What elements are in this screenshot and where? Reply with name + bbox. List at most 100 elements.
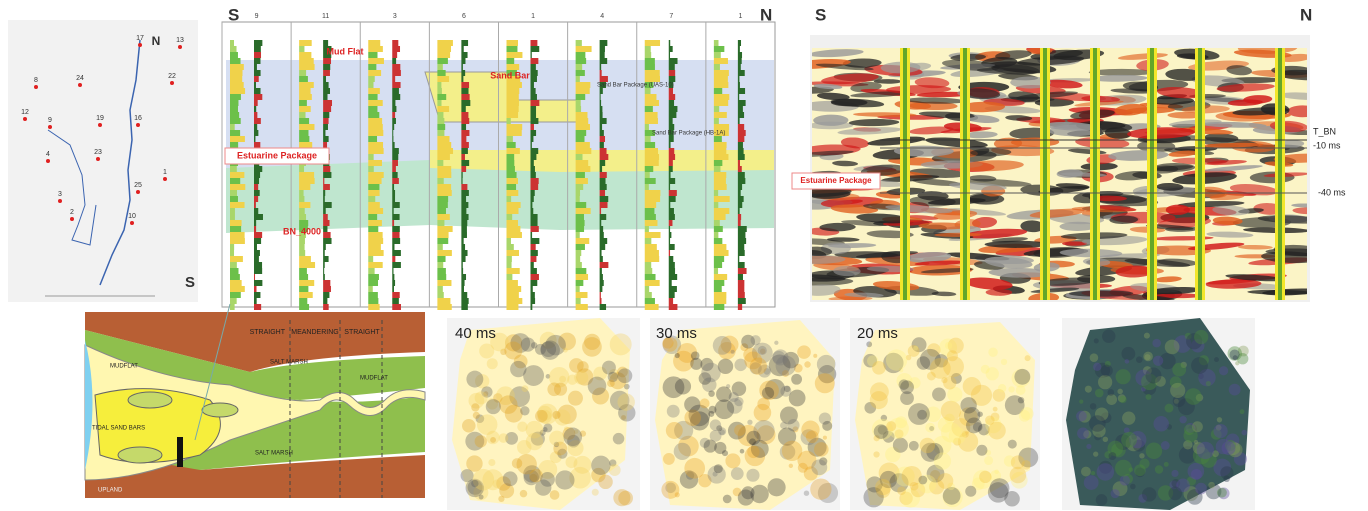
log-trace [576, 148, 592, 154]
slice-texture [598, 475, 612, 489]
log-trace [254, 268, 262, 274]
log-trace [437, 70, 445, 76]
log-trace [507, 88, 520, 94]
slice-texture [937, 473, 953, 489]
log-trace [669, 46, 673, 52]
slice-texture [1125, 359, 1130, 364]
log-trace [437, 250, 451, 256]
log-trace [461, 40, 468, 46]
log-trace [299, 136, 309, 142]
log-trace [368, 64, 376, 70]
log-trace [254, 178, 259, 184]
log-trace [576, 94, 586, 100]
log-trace [437, 202, 447, 208]
log-trace [507, 160, 515, 166]
slice-texture [1121, 347, 1135, 361]
slice-texture [757, 398, 770, 411]
log-trace [531, 70, 538, 76]
log-trace [531, 40, 538, 46]
slice-texture [526, 433, 543, 450]
log-trace [645, 118, 658, 124]
slice-texture [675, 353, 680, 358]
well-dot [78, 83, 82, 87]
log-trace [392, 118, 396, 124]
slice-label: 20 ms [857, 325, 898, 342]
log-trace [738, 298, 746, 304]
well-dot [46, 159, 50, 163]
log-trace [714, 178, 726, 184]
slice-texture [893, 438, 908, 453]
slice-texture [1153, 416, 1168, 431]
log-trace [230, 196, 238, 202]
slice-texture [762, 387, 774, 399]
log-trace [392, 46, 400, 52]
log-trace [392, 244, 394, 250]
log-trace [669, 298, 673, 304]
slice-texture [1010, 467, 1027, 484]
slice-texture [479, 343, 494, 358]
slice-texture [710, 419, 721, 430]
log-trace [645, 256, 659, 262]
log-trace [600, 124, 602, 130]
log-trace [437, 106, 449, 112]
log-trace [738, 124, 744, 130]
slice-texture [917, 410, 927, 420]
slice-texture [870, 391, 888, 409]
log-trace [461, 172, 462, 178]
log-trace [230, 136, 245, 142]
log-trace [461, 190, 469, 196]
log-trace [368, 286, 373, 292]
log-trace [323, 232, 330, 238]
log-trace [230, 184, 245, 190]
slice-texture [943, 376, 956, 389]
log-trace [461, 142, 469, 148]
slice-texture [1229, 384, 1241, 396]
log-trace [368, 106, 377, 112]
log-trace [254, 196, 258, 202]
log-trace [323, 94, 327, 100]
log-trace [576, 262, 582, 268]
log-trace [669, 172, 671, 178]
log-trace [714, 70, 729, 76]
log-trace [437, 268, 446, 274]
slice-texture [563, 428, 582, 447]
log-trace [461, 208, 466, 214]
log-trace [392, 124, 394, 130]
log-trace [254, 256, 259, 262]
log-trace [368, 262, 382, 268]
log-trace [669, 178, 675, 184]
log-trace [600, 184, 607, 190]
slice-texture [1095, 389, 1104, 398]
well-label: 2 [70, 209, 74, 216]
slice-texture [875, 479, 891, 495]
log-trace [576, 172, 585, 178]
log-trace [392, 262, 401, 268]
log-trace [392, 256, 395, 262]
well-label: 13 [176, 37, 184, 44]
slice-texture [1184, 424, 1195, 435]
map-south: S [185, 274, 195, 291]
log-trace [254, 280, 262, 286]
log-trace [645, 196, 660, 202]
log-trace [669, 124, 674, 130]
slice-texture [592, 489, 599, 496]
diagram-label: MEANDERING [291, 329, 338, 336]
slice-texture [1194, 440, 1198, 444]
slice-texture [746, 469, 759, 482]
log-trace [531, 190, 535, 196]
log-trace [714, 256, 724, 262]
slice-texture [520, 490, 528, 498]
slice-texture [1145, 368, 1161, 384]
log-trace [576, 70, 585, 76]
log-trace [254, 286, 257, 292]
log-trace [714, 40, 719, 46]
log-trace [254, 298, 257, 304]
log-trace [714, 154, 729, 160]
slice-texture [591, 456, 610, 475]
slice-texture [1217, 488, 1227, 498]
slice-texture [872, 361, 886, 375]
log-trace [576, 256, 581, 262]
log-trace [230, 130, 240, 136]
log-trace [738, 244, 744, 250]
log-trace [600, 292, 601, 298]
